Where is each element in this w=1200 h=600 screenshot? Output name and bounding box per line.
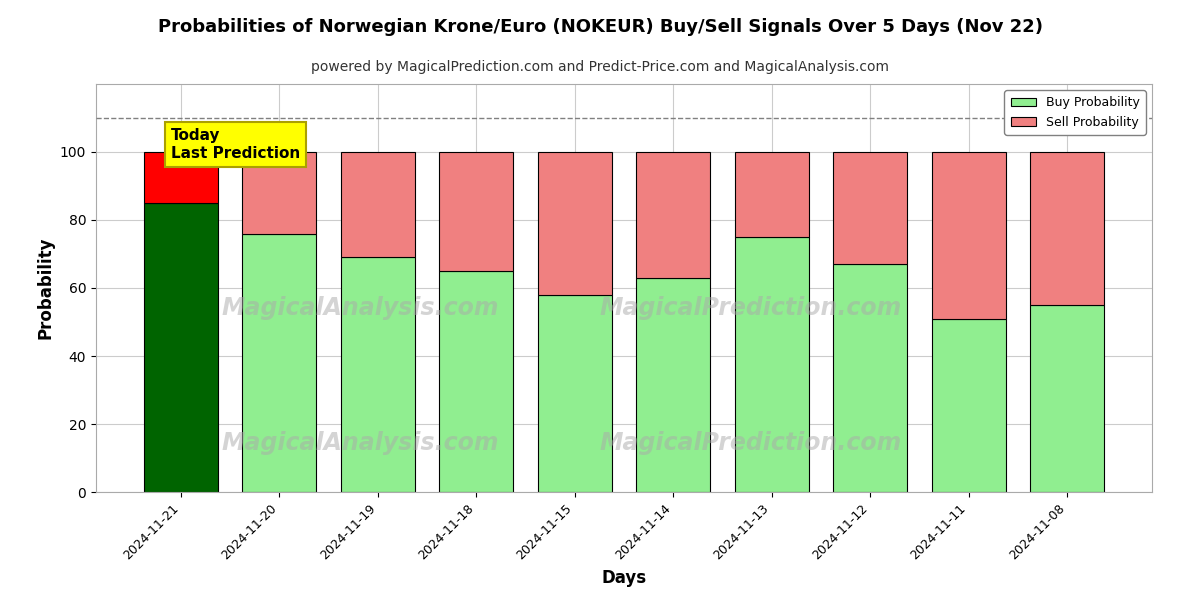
Bar bbox=[341, 257, 415, 492]
Bar bbox=[242, 233, 317, 492]
Text: MagicalPrediction.com: MagicalPrediction.com bbox=[600, 296, 902, 320]
Text: MagicalAnalysis.com: MagicalAnalysis.com bbox=[221, 431, 499, 455]
Text: powered by MagicalPrediction.com and Predict-Price.com and MagicalAnalysis.com: powered by MagicalPrediction.com and Pre… bbox=[311, 60, 889, 74]
Text: MagicalAnalysis.com: MagicalAnalysis.com bbox=[221, 296, 499, 320]
Bar bbox=[1030, 305, 1104, 492]
Bar bbox=[833, 264, 907, 492]
Bar bbox=[931, 152, 1006, 319]
Text: Today
Last Prediction: Today Last Prediction bbox=[172, 128, 300, 161]
Bar bbox=[439, 271, 514, 492]
Y-axis label: Probability: Probability bbox=[36, 237, 54, 339]
Bar bbox=[242, 152, 317, 233]
Legend: Buy Probability, Sell Probability: Buy Probability, Sell Probability bbox=[1004, 90, 1146, 135]
Bar bbox=[833, 152, 907, 264]
Bar bbox=[538, 152, 612, 295]
X-axis label: Days: Days bbox=[601, 569, 647, 587]
Bar bbox=[439, 152, 514, 271]
Bar bbox=[1030, 152, 1104, 305]
Bar bbox=[538, 295, 612, 492]
Bar bbox=[636, 278, 710, 492]
Bar bbox=[341, 152, 415, 257]
Text: MagicalPrediction.com: MagicalPrediction.com bbox=[600, 431, 902, 455]
Text: Probabilities of Norwegian Krone/Euro (NOKEUR) Buy/Sell Signals Over 5 Days (Nov: Probabilities of Norwegian Krone/Euro (N… bbox=[157, 18, 1043, 36]
Bar bbox=[734, 237, 809, 492]
Bar bbox=[636, 152, 710, 278]
Bar bbox=[931, 319, 1006, 492]
Bar bbox=[734, 152, 809, 237]
Bar bbox=[144, 152, 218, 203]
Bar bbox=[144, 203, 218, 492]
